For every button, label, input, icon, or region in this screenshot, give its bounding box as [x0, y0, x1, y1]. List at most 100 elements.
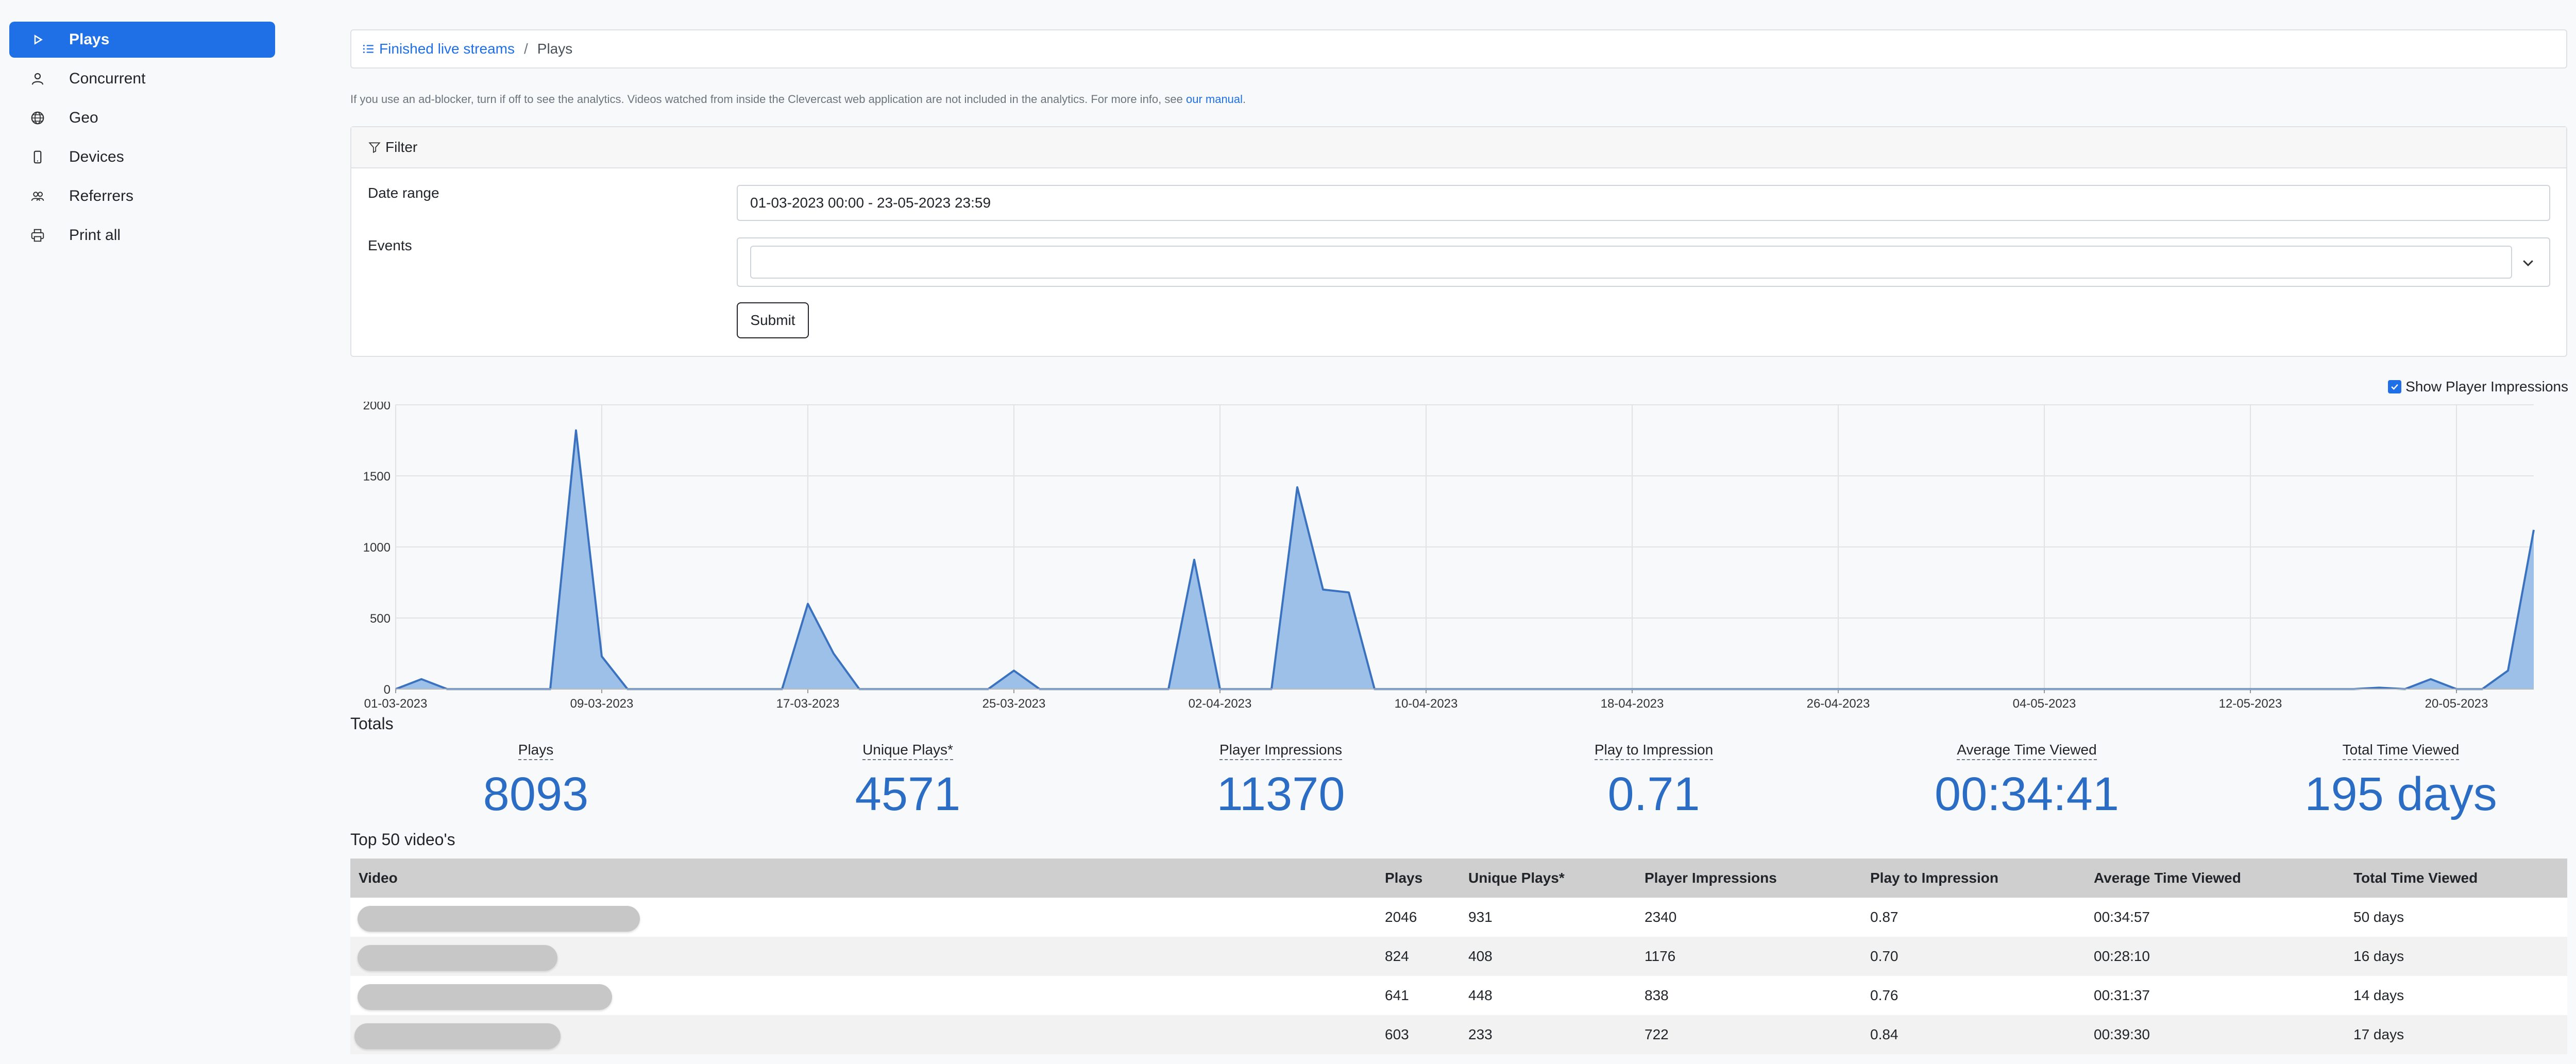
stat-value: 8093	[483, 768, 589, 820]
date-range-label: Date range	[368, 185, 439, 201]
y-tick-label: 1000	[363, 541, 391, 555]
y-tick-label: 2000	[363, 402, 391, 413]
cell-unique-plays: 931	[1468, 909, 1493, 925]
table-row[interactable]: 2046 931 2340 0.87 00:34:57 50 days	[350, 898, 2567, 937]
plays-area	[396, 430, 2534, 689]
x-tick-label: 02-04-2023	[1189, 697, 1252, 711]
list-icon	[362, 42, 375, 56]
cell-play-to-impression: 0.70	[1870, 948, 1899, 964]
cell-average-time-viewed: 00:31:37	[2094, 987, 2150, 1003]
sidebar-item-label: Geo	[69, 109, 98, 126]
sidebar-item-label: Print all	[69, 227, 121, 244]
cell-play-to-impression: 0.84	[1870, 1026, 1899, 1042]
stat-label: Player Impressions	[1219, 742, 1343, 760]
y-tick-label: 500	[370, 612, 391, 626]
cell-play-to-impression: 0.76	[1870, 987, 1899, 1003]
sidebar-item-plays[interactable]: Plays	[9, 22, 275, 58]
column-header-unique-plays[interactable]: Unique Plays*	[1468, 870, 1565, 886]
stat-total-time-viewed: Total Time Viewed 195 days	[2215, 742, 2576, 821]
cell-plays: 824	[1385, 948, 1409, 964]
x-tick-label: 20-05-2023	[2425, 697, 2488, 711]
column-header-plays[interactable]: Plays	[1385, 870, 1423, 886]
column-header-video[interactable]: Video	[359, 870, 398, 886]
cell-player-impressions: 2340	[1645, 909, 1677, 925]
breadcrumb: Finished live streams / Plays	[350, 29, 2567, 68]
breadcrumb-parent-link[interactable]: Finished live streams	[362, 41, 515, 57]
filter-panel: Filter Date range Events Submit	[350, 126, 2567, 357]
table-row[interactable]: 824 408 1176 0.70 00:28:10 16 days	[350, 937, 2567, 976]
sidebar-item-label: Plays	[69, 31, 110, 48]
x-tick-label: 26-04-2023	[1807, 697, 1870, 711]
redacted-video-title	[358, 945, 557, 971]
x-tick-label: 17-03-2023	[776, 697, 840, 711]
filter-header[interactable]: Filter	[351, 127, 2566, 168]
sidebar: Plays Concurrent Geo Devices Referrers P…	[0, 0, 289, 1064]
stat-value: 0.71	[1607, 768, 1700, 820]
y-tick-label: 0	[384, 683, 391, 697]
x-tick-label: 09-03-2023	[570, 697, 634, 711]
column-header-average-time-viewed[interactable]: Average Time Viewed	[2094, 870, 2241, 886]
column-header-player-impressions[interactable]: Player Impressions	[1645, 870, 1777, 886]
stat-unique-plays: Unique Plays* 4571	[722, 742, 1093, 821]
show-impressions-toggle[interactable]: Show Player Impressions	[2388, 379, 2568, 395]
sidebar-item-label: Referrers	[69, 187, 134, 204]
table-row[interactable]: 641 448 838 0.76 00:31:37 14 days	[350, 976, 2567, 1015]
events-search-input[interactable]	[750, 246, 2512, 279]
sidebar-item-devices[interactable]: Devices	[9, 139, 275, 175]
cell-player-impressions: 1176	[1645, 948, 1676, 964]
cell-plays: 641	[1385, 987, 1409, 1003]
cell-plays: 603	[1385, 1026, 1409, 1042]
submit-button[interactable]: Submit	[737, 302, 809, 338]
cell-player-impressions: 722	[1645, 1026, 1669, 1042]
redacted-video-title	[358, 906, 640, 932]
sidebar-item-geo[interactable]: Geo	[9, 100, 275, 136]
cell-unique-plays: 408	[1468, 948, 1493, 964]
breadcrumb-separator: /	[523, 41, 528, 57]
users-icon	[29, 187, 46, 205]
user-icon	[29, 70, 46, 88]
breadcrumb-current: Plays	[537, 41, 573, 57]
x-tick-label: 12-05-2023	[2219, 697, 2282, 711]
sidebar-item-concurrent[interactable]: Concurrent	[9, 61, 275, 97]
show-impressions-checkbox[interactable]	[2388, 380, 2402, 393]
x-tick-label: 25-03-2023	[982, 697, 1046, 711]
totals-title: Totals	[350, 714, 394, 733]
cell-average-time-viewed: 00:39:30	[2094, 1026, 2150, 1042]
events-select[interactable]	[737, 237, 2550, 287]
x-tick-label: 10-04-2023	[1395, 697, 1458, 711]
stat-value: 4571	[855, 768, 961, 820]
cell-average-time-viewed: 00:34:57	[2094, 909, 2150, 925]
x-tick-label: 01-03-2023	[364, 697, 428, 711]
phone-icon	[29, 148, 46, 166]
cell-unique-plays: 448	[1468, 987, 1493, 1003]
cell-play-to-impression: 0.87	[1870, 909, 1899, 925]
stat-plays: Plays 8093	[350, 742, 721, 821]
table-row[interactable]: 603 233 722 0.84 00:39:30 17 days	[350, 1015, 2567, 1054]
manual-link[interactable]: our manual	[1185, 93, 1243, 106]
redacted-video-title	[354, 1023, 561, 1049]
cell-total-time-viewed: 50 days	[2353, 909, 2404, 925]
sidebar-item-label: Concurrent	[69, 70, 146, 87]
plays-chart: 0 500 1000 1500 2000 01-03-2023 09-03-2023 17-0…	[363, 402, 2535, 711]
date-range-input[interactable]	[737, 185, 2550, 221]
events-label: Events	[368, 237, 412, 253]
cell-total-time-viewed: 14 days	[2353, 987, 2404, 1003]
top-videos-title: Top 50 video's	[350, 830, 455, 849]
stat-value: 11370	[1216, 768, 1345, 820]
play-icon	[29, 31, 46, 48]
stat-label: Plays	[518, 742, 554, 760]
cell-average-time-viewed: 00:28:10	[2094, 948, 2150, 964]
column-header-total-time-viewed[interactable]: Total Time Viewed	[2353, 870, 2478, 886]
column-header-play-to-impression[interactable]: Play to Impression	[1870, 870, 1998, 886]
stat-label: Total Time Viewed	[2342, 742, 2460, 760]
chevron-down-icon[interactable]	[2520, 255, 2536, 270]
sidebar-item-referrers[interactable]: Referrers	[9, 178, 275, 214]
stat-value: 00:34:41	[1934, 768, 2120, 820]
stat-label: Unique Plays*	[862, 742, 953, 760]
stat-label: Play to Impression	[1594, 742, 1714, 760]
filter-icon	[368, 141, 381, 154]
sidebar-item-print-all[interactable]: Print all	[9, 217, 275, 253]
globe-icon	[29, 109, 46, 127]
x-tick-label: 18-04-2023	[1601, 697, 1664, 711]
notice-end: .	[1243, 93, 1246, 106]
